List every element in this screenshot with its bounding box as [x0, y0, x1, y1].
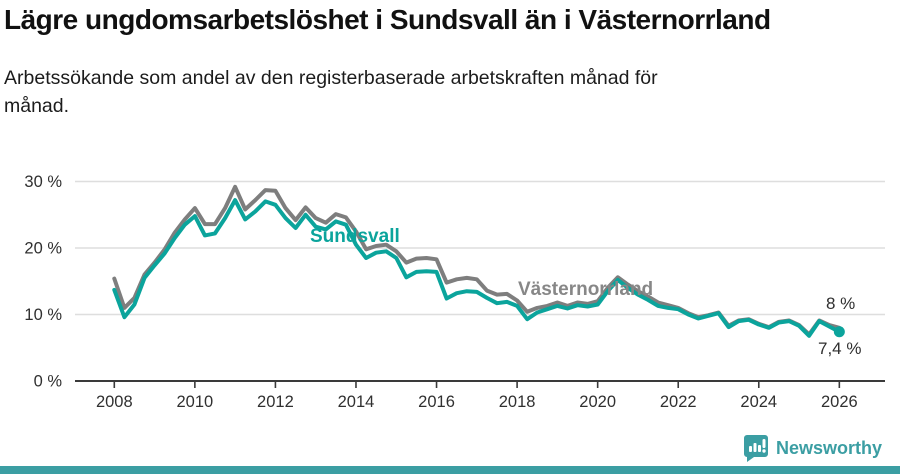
x-tick-label: 2020	[579, 393, 616, 411]
y-tick-label: 0 %	[34, 373, 63, 391]
footer-brand: Newsworthy	[743, 434, 882, 462]
brand-bottom-bar	[0, 466, 900, 474]
y-tick-label: 10 %	[24, 306, 62, 324]
x-tick-label: 2012	[257, 393, 294, 411]
newsworthy-logo-icon	[743, 435, 768, 462]
newsworthy-wordmark: Newsworthy	[775, 437, 882, 458]
end-value-sundsvall: 7,4 %	[818, 339, 862, 358]
x-tick-label: 2022	[660, 393, 697, 411]
x-tick-label: 2018	[499, 393, 536, 411]
series-label-vasternorrland: Västernorrland	[518, 279, 654, 300]
x-tick-label: 2014	[338, 393, 375, 411]
line-sundsvall	[112, 198, 842, 338]
line-västernorrland	[112, 184, 842, 337]
x-tick-label: 2016	[418, 393, 455, 411]
x-tick-label: 2008	[96, 393, 133, 411]
series-label-sundsvall: Sundsvall	[310, 226, 400, 247]
x-tick-label: 2026	[821, 393, 858, 411]
end-dot-sundsvall	[833, 326, 845, 338]
end-value-vasternorrland: 8 %	[826, 294, 856, 313]
y-tick-label: 20 %	[24, 240, 62, 258]
x-tick-label: 2010	[177, 393, 214, 411]
y-tick-label: 30 %	[24, 173, 62, 191]
chart-subtitle: Arbetssökande som andel av den registerb…	[4, 67, 658, 118]
page-title: Lägre ungdomsarbetslöshet i Sundsvall än…	[4, 4, 771, 35]
x-tick-label: 2024	[740, 393, 777, 411]
